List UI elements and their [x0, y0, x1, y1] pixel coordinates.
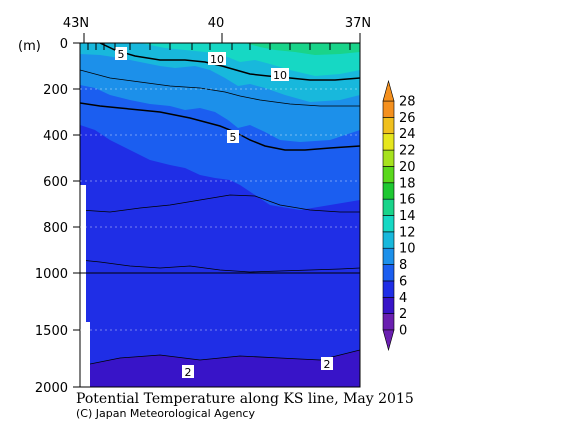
colorbar-bin: [382, 313, 395, 331]
x-tick-label: 43N: [63, 16, 89, 31]
y-tick-label: 400: [43, 129, 68, 144]
contour-label: 10: [271, 68, 289, 82]
colorbar-bin: [382, 198, 395, 216]
colorbar-bin: [382, 100, 395, 118]
colorbar-label: 28: [399, 95, 416, 110]
colorbar-bin: [382, 280, 395, 298]
y-tick-label: 1000: [35, 267, 68, 282]
y-axis-unit: (m): [18, 39, 41, 54]
y-tick-labels: 0 200 400 600 800 1000 1500 2000: [35, 37, 68, 396]
colorbar-label: 4: [399, 291, 407, 306]
colorbar-label: 22: [399, 144, 416, 159]
contour-5: [80, 102, 360, 151]
depth-gridlines: [80, 88, 360, 331]
colorbar-label: 24: [399, 127, 416, 142]
land-mask: [80, 185, 90, 387]
contour-label: 2: [182, 365, 194, 379]
y-tick-label: 600: [43, 175, 68, 190]
x-tick-labels: 43N 40 37N: [63, 16, 371, 31]
contour-7: [80, 69, 360, 107]
contour-label: 5: [115, 47, 127, 61]
colorbar-bin: [382, 231, 395, 249]
colorbar-low-extend: [382, 329, 395, 352]
colorbar-label: 0: [399, 324, 407, 339]
y-ticks: [73, 42, 80, 388]
colorbar-label: 10: [399, 242, 416, 257]
colorbar-label: 8: [399, 258, 407, 273]
colorbar-bin: [382, 215, 395, 233]
colorbar-bin: [382, 117, 395, 135]
station-ticks: [83, 33, 361, 50]
colorbar-label: 2: [399, 307, 407, 322]
svg-text:10: 10: [210, 53, 224, 66]
contour-4: [80, 194, 360, 213]
contour-label: 10: [208, 52, 226, 66]
svg-text:5: 5: [118, 48, 125, 61]
svg-text:2: 2: [185, 366, 192, 379]
x-tick-label: 40: [208, 16, 225, 31]
y-tick-label: 800: [43, 221, 68, 236]
colorbar-label: 12: [399, 225, 416, 240]
svg-text:5: 5: [230, 131, 237, 144]
chart-title: Potential Temperature along KS line, May…: [76, 391, 414, 407]
band-0-2: [80, 350, 360, 387]
y-tick-label: 0: [60, 37, 68, 52]
plot-frame: [79, 42, 361, 388]
contour-3: [80, 259, 360, 273]
svg-text:2: 2: [324, 358, 331, 371]
colorbar-bin: [382, 149, 395, 167]
colorbar-label: 16: [399, 193, 416, 208]
colorbar-bin: [382, 247, 395, 265]
colorbar-bin: [382, 182, 395, 200]
contour-2: [80, 349, 360, 367]
colorbar-bin: [382, 133, 395, 151]
svg-text:10: 10: [273, 69, 287, 82]
colorbar-label: 26: [399, 111, 416, 126]
colorbar-label: 14: [399, 209, 416, 224]
y-tick-label: 2000: [35, 381, 68, 396]
chart-credit: (C) Japan Meteorological Agency: [76, 407, 255, 420]
x-tick-label: 37N: [345, 16, 371, 31]
colorbar-label: 18: [399, 176, 416, 191]
colorbar-bin: [382, 296, 395, 314]
colorbar-label: 6: [399, 274, 407, 289]
temperature-field: [80, 43, 360, 387]
colorbar-label: 20: [399, 160, 416, 175]
contour-lines: [80, 43, 360, 367]
band-12-14: [245, 43, 360, 55]
contour-label: 2: [321, 357, 333, 371]
colorbar-bin: [382, 166, 395, 184]
contour-10: [99, 43, 360, 81]
colorbar-bin: [382, 264, 395, 282]
y-tick-label: 1500: [35, 324, 68, 339]
contour-label: 5: [227, 130, 239, 144]
colorbar-high-extend: [382, 79, 395, 102]
y-tick-label: 200: [43, 83, 68, 98]
contour-labels: 5 10 10 5 2 2: [115, 47, 333, 379]
